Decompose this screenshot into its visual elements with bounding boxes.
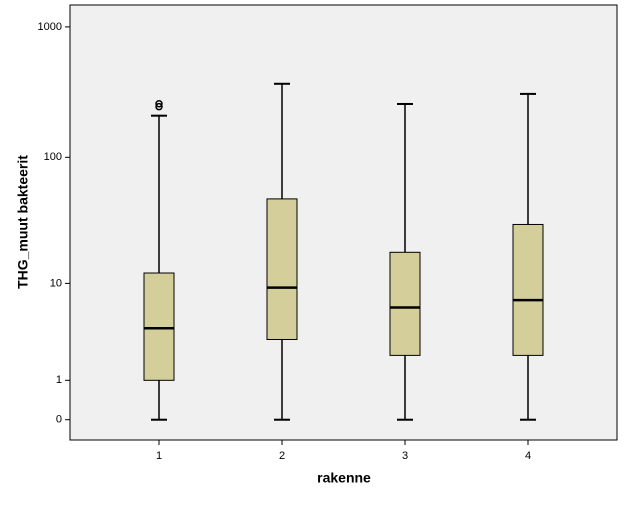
x-tick-label: 1 (156, 450, 162, 462)
y-tick-label: 0 (56, 414, 62, 426)
x-tick-label: 2 (279, 450, 285, 462)
y-tick-label: 1 (56, 374, 62, 386)
outlier (155, 100, 163, 108)
y-tick-label: 1000 (38, 21, 62, 33)
y-tick-label: 100 (44, 151, 62, 163)
x-tick-label: 4 (525, 450, 531, 462)
y-tick-label: 10 (50, 277, 62, 289)
box (143, 272, 175, 381)
box (266, 198, 298, 340)
box (512, 223, 544, 356)
outlier (155, 102, 163, 111)
x-tick-label: 3 (402, 450, 408, 462)
x-axis-title: rakenne (317, 470, 371, 486)
y-axis-title: THG_muut bakteerit (15, 155, 31, 289)
box (389, 251, 421, 356)
